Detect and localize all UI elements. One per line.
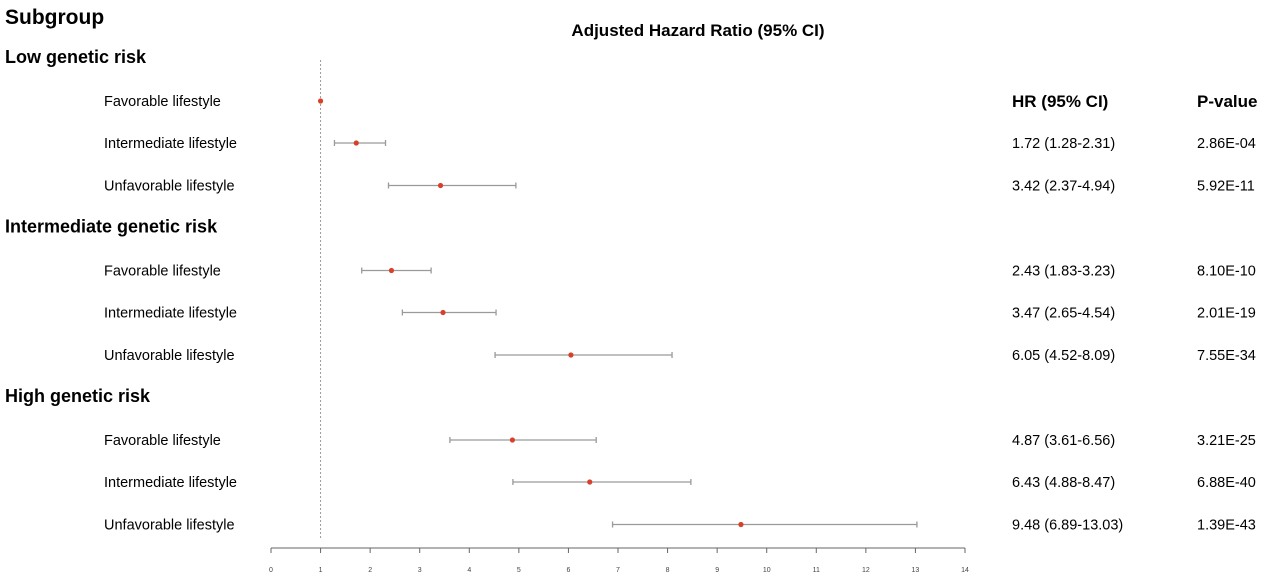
tick-label: 13 xyxy=(912,567,920,574)
tick-label: 0 xyxy=(269,567,273,574)
tick-label: 12 xyxy=(862,567,870,574)
tick-label: 7 xyxy=(616,567,620,574)
x-axis: 0 1 2 3 4 5 6 7 8 9 10 11 12 13 14 xyxy=(269,547,969,574)
row-label: Intermediate lifestyle xyxy=(104,136,237,152)
p-value: 8.10E-10 xyxy=(1197,264,1256,280)
hr-point xyxy=(353,140,359,146)
row-label: Unfavorable lifestyle xyxy=(104,179,235,195)
rows: Low genetic risk Favorable lifestyle Inter… xyxy=(5,47,1256,534)
plot-area xyxy=(317,60,918,540)
p-value: 1.39E-43 xyxy=(1197,518,1256,534)
row-label: Unfavorable lifestyle xyxy=(104,518,235,534)
p-value: 6.88E-40 xyxy=(1197,475,1256,491)
row-label: Intermediate lifestyle xyxy=(104,306,237,322)
hr-value: 2.43 (1.83-3.23) xyxy=(1012,264,1115,280)
hr-value: 9.48 (6.89-13.03) xyxy=(1012,518,1123,534)
tick-label: 5 xyxy=(517,567,521,574)
hr-value: 6.05 (4.52-8.09) xyxy=(1012,348,1115,364)
subgroup-header: Subgroup xyxy=(5,6,104,29)
hr-point xyxy=(738,521,744,528)
p-value: 5.92E-11 xyxy=(1197,179,1255,195)
tick-label: 2 xyxy=(368,567,372,574)
group-label: Intermediate genetic risk xyxy=(5,217,218,237)
tick-label: 1 xyxy=(319,567,323,574)
hr-point xyxy=(388,267,395,274)
hr-value: 6.43 (4.88-8.47) xyxy=(1012,475,1115,491)
row-label: Favorable lifestyle xyxy=(104,94,221,110)
hr-value: 1.72 (1.28-2.31) xyxy=(1012,136,1115,152)
p-value: 2.01E-19 xyxy=(1197,306,1256,322)
group-label: High genetic risk xyxy=(5,386,151,406)
tick-label: 6 xyxy=(566,567,570,574)
row-label: Intermediate lifestyle xyxy=(104,475,237,491)
group-label: Low genetic risk xyxy=(5,47,147,67)
tick-label: 4 xyxy=(467,567,471,574)
hr-point xyxy=(509,437,516,443)
p-value-column-header: P-value xyxy=(1197,92,1257,111)
hr-value: 3.42 (2.37-4.94) xyxy=(1012,179,1115,195)
hr-column-header: HR (95% CI) xyxy=(1012,92,1108,111)
hr-value: 4.87 (3.61-6.56) xyxy=(1012,433,1115,449)
p-value: 2.86E-04 xyxy=(1197,136,1256,152)
p-value: 3.21E-25 xyxy=(1197,433,1256,449)
hr-point xyxy=(568,352,574,358)
row-label: Unfavorable lifestyle xyxy=(104,348,235,364)
tick-label: 11 xyxy=(813,567,820,574)
hr-point xyxy=(440,309,446,316)
hr-point xyxy=(587,479,593,485)
hr-point xyxy=(317,98,324,104)
row-label: Favorable lifestyle xyxy=(104,433,221,449)
p-value: 7.55E-34 xyxy=(1197,348,1256,364)
tick-label: 10 xyxy=(763,567,771,574)
tick-label: 3 xyxy=(418,567,422,574)
hr-point xyxy=(437,182,444,189)
tick-label: 14 xyxy=(961,567,969,574)
hr-value: 3.47 (2.65-4.54) xyxy=(1012,306,1115,322)
tick-label: 9 xyxy=(715,567,719,574)
row-label: Favorable lifestyle xyxy=(104,264,221,280)
chart-title: Adjusted Hazard Ratio (95% CI) xyxy=(571,21,824,40)
tick-label: 8 xyxy=(666,567,670,574)
